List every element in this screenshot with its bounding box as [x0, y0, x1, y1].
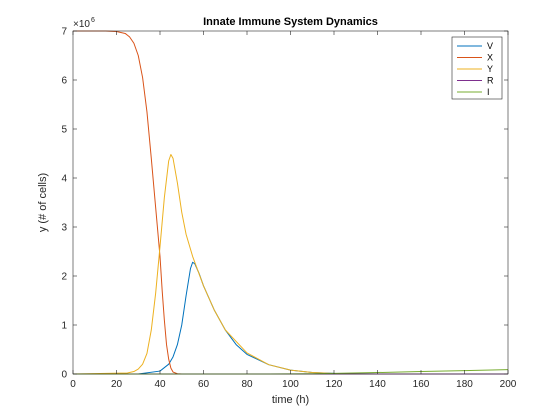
- x-tick-label: 160: [413, 379, 430, 390]
- x-tick-label: 60: [198, 379, 210, 390]
- x-tick-label: 120: [326, 379, 343, 390]
- x-tick-label: 40: [154, 379, 166, 390]
- y-tick-label: 0: [61, 370, 67, 381]
- x-tick-label: 140: [369, 379, 386, 390]
- x-tick-label: 20: [111, 379, 123, 390]
- legend-label-X: X: [487, 53, 493, 63]
- y-tick-label: 6: [61, 76, 67, 87]
- legend-box: [451, 36, 503, 100]
- series-line-X: [73, 30, 182, 375]
- x-tick-label: 200: [500, 379, 517, 390]
- y-axis-exponent-power: 6: [91, 17, 95, 24]
- legend-label-V: V: [487, 41, 493, 51]
- y-tick-label: 5: [61, 125, 67, 136]
- series-line-Y: [72, 153, 378, 375]
- x-tick-label: 80: [241, 379, 253, 390]
- legend-label-I: I: [487, 87, 490, 97]
- y-tick-label: 4: [61, 174, 67, 185]
- y-tick-label: 3: [61, 223, 67, 234]
- y-tick-label: 2: [61, 272, 67, 283]
- y-axis-exponent: ×10 6: [73, 17, 95, 30]
- chart-title: Innate Immune System Dynamics: [203, 16, 378, 28]
- x-tick-label: 0: [70, 379, 76, 390]
- x-tick-label: 180: [456, 379, 473, 390]
- plot-area: [73, 31, 508, 374]
- x-tick-label: 100: [282, 379, 299, 390]
- y-tick-label: 7: [61, 27, 67, 38]
- axes-layer: 0 20 40 60 80 100 120 140 160 180 200 0 1 2 3 4 5 6 7: [61, 27, 516, 391]
- legend-label-R: R: [487, 76, 494, 86]
- legend-label-Y: Y: [487, 64, 493, 74]
- y-tick-label: 1: [61, 321, 67, 332]
- y-axis-label: y (# of cells): [37, 173, 49, 232]
- y-axis-exponent-base: ×10: [73, 19, 90, 30]
- x-axis-label: time (h): [272, 394, 309, 406]
